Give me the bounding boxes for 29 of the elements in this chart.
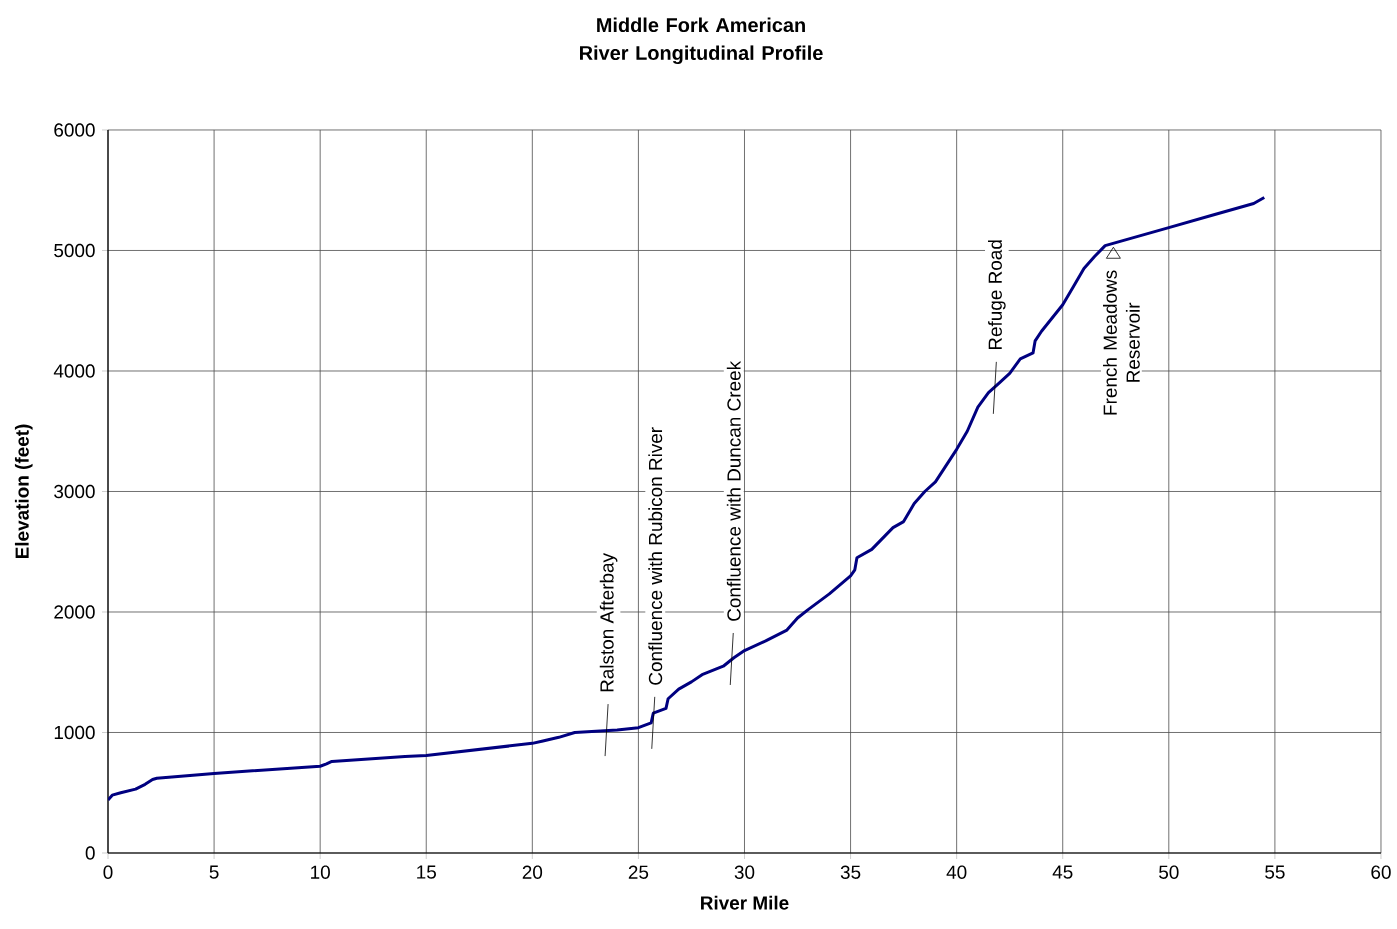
x-tick-label: 60 [1371,865,1391,879]
y-tick-label: 1000 [54,725,95,740]
x-tick-label: 40 [946,865,967,879]
line-series [108,195,1266,802]
x-tick-label: 35 [840,865,861,879]
x-tick-label: 55 [1265,865,1285,879]
x-tick-label: 20 [522,865,543,879]
x-tick-label: 10 [311,865,330,879]
y-tick-label: 3000 [54,484,95,499]
x-tick-label: 25 [628,865,649,879]
annotation: French Meadows Reservoir [1102,270,1140,415]
x-tick-label: 30 [734,865,755,879]
annotation: Ralston Afterbay [599,553,618,692]
y-tick-label: 4000 [53,364,95,378]
annotation: Confluence with Duncan Creek [726,360,741,621]
x-tick-label: 15 [417,865,436,879]
y-tick-label: 2000 [54,605,95,619]
chart-title: Middle Fork American River Longitudinal Profile [580,17,823,65]
x-tick-label: 0 [103,865,113,879]
x-tick-label: 5 [209,865,219,879]
annotation: Refuge Road [988,240,1006,350]
x-tick-label: 50 [1159,865,1179,879]
annotation: Confluence with Rubicon River [648,427,663,685]
x-axis-title: River Mile [701,895,789,910]
y-axis-title: Elevation (feet) [14,424,33,559]
x-tick-label: 45 [1052,865,1073,879]
y-tick-label: 6000 [54,123,95,137]
y-tick-label: 5000 [54,243,95,258]
y-tick-label: 0 [85,846,95,860]
